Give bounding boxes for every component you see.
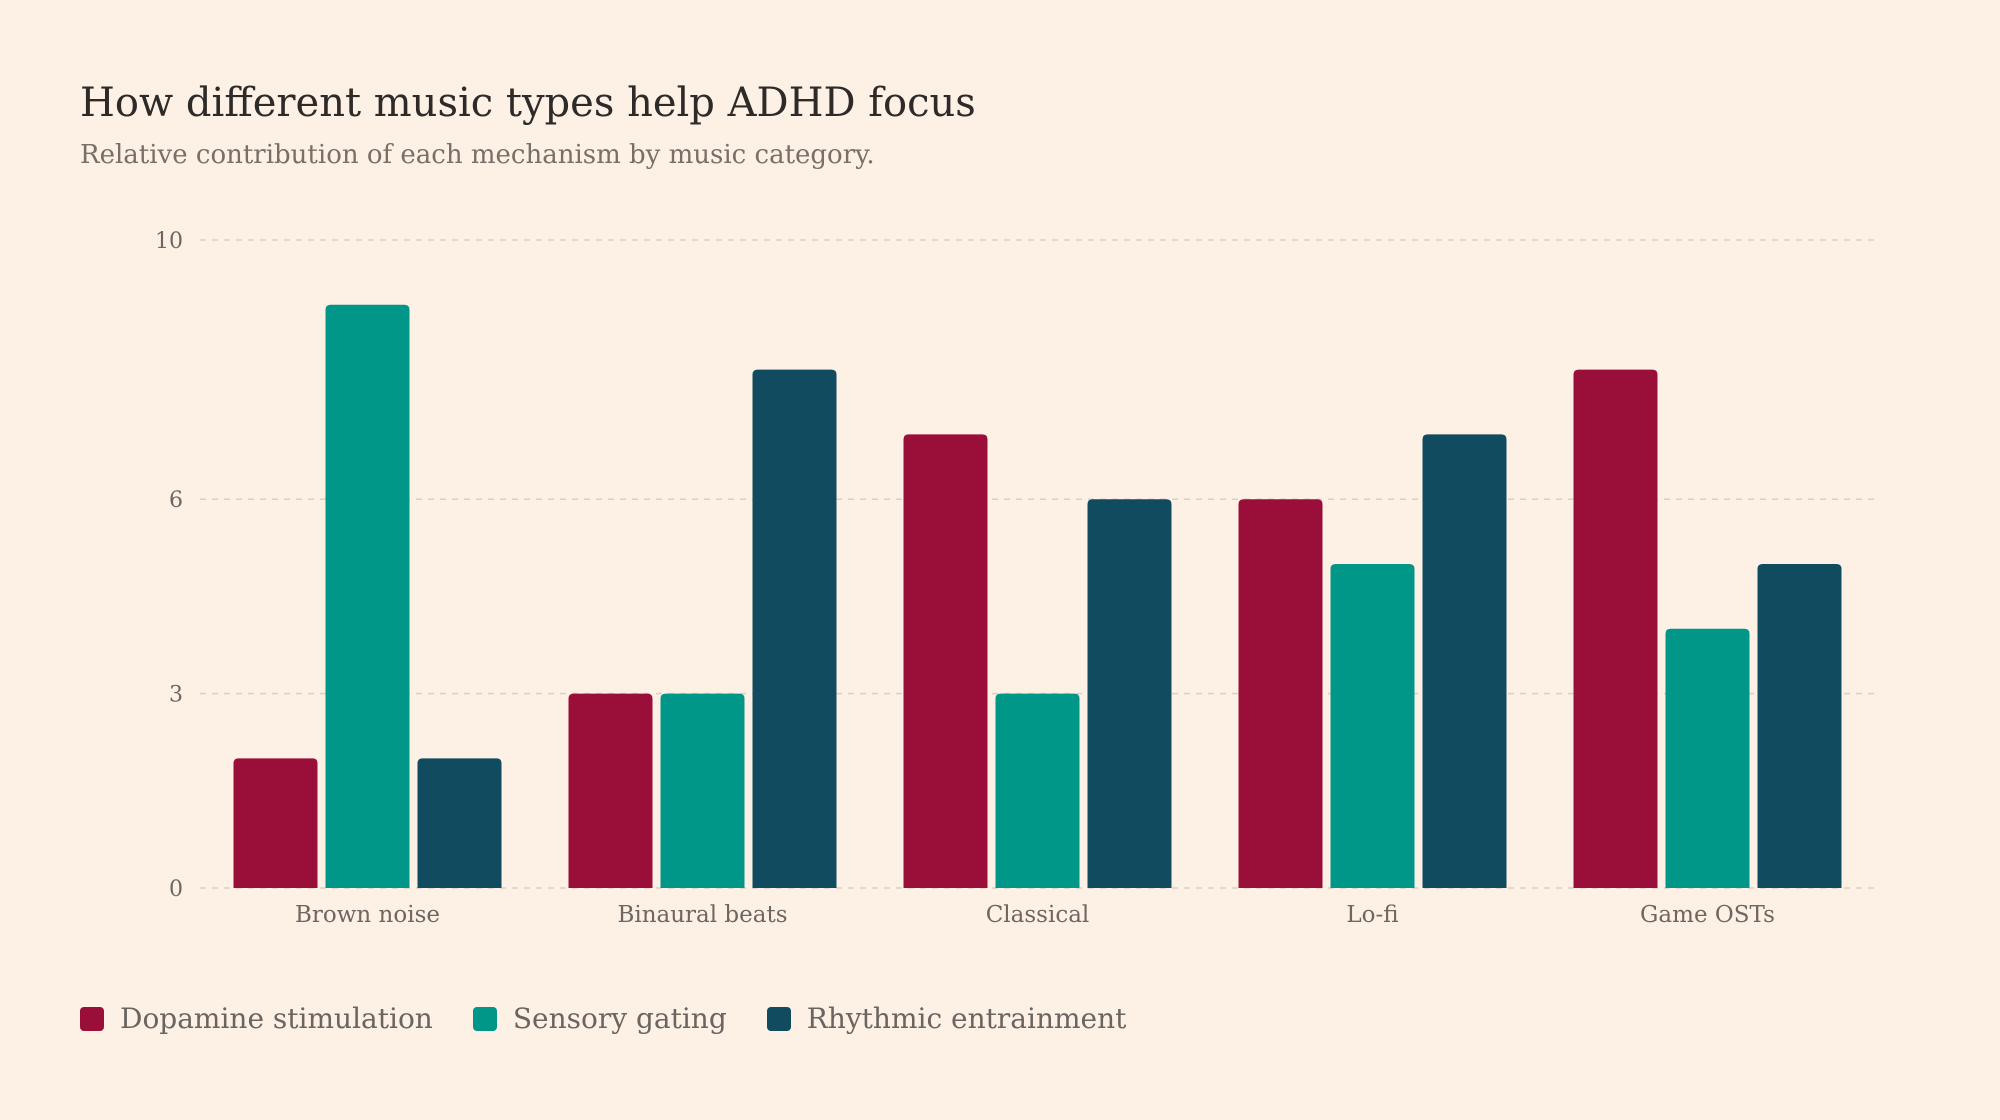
y-tick-label: 10 bbox=[155, 229, 183, 254]
legend-item: Sensory gating bbox=[472, 1002, 727, 1035]
bar bbox=[660, 693, 745, 888]
bar bbox=[1330, 564, 1415, 888]
x-tick-label: Binaural beats bbox=[617, 902, 787, 928]
legend-label: Rhythmic entrainment bbox=[806, 1002, 1127, 1035]
bar bbox=[325, 304, 410, 888]
legend-swatch bbox=[80, 1006, 104, 1031]
legend-swatch bbox=[472, 1006, 497, 1031]
bar bbox=[1238, 499, 1323, 888]
x-tick-label: Brown noise bbox=[295, 902, 440, 928]
y-tick-label: 3 bbox=[169, 683, 183, 708]
legend-item: Rhythmic entrainment bbox=[766, 1002, 1127, 1035]
bar bbox=[1757, 564, 1842, 888]
bar bbox=[903, 434, 988, 888]
y-tick-label: 0 bbox=[169, 877, 183, 902]
bar bbox=[752, 369, 837, 889]
bar bbox=[233, 758, 318, 888]
x-tick-label: Classical bbox=[986, 902, 1090, 928]
chart-subtitle: Relative contribution of each mechanism … bbox=[80, 140, 875, 170]
bar bbox=[1087, 499, 1172, 888]
bar bbox=[568, 693, 653, 888]
chart-legend: Dopamine stimulation Sensory gating Rhythm… bbox=[80, 1002, 1166, 1035]
legend-label: Sensory gating bbox=[512, 1002, 727, 1035]
y-tick-label: 6 bbox=[169, 488, 183, 513]
legend-item: Dopamine stimulation bbox=[80, 1002, 433, 1035]
x-tick-label: Lo-fi bbox=[1346, 902, 1398, 928]
bar bbox=[1422, 434, 1507, 888]
legend-swatch bbox=[766, 1006, 791, 1031]
legend-label: Dopamine stimulation bbox=[120, 1002, 433, 1035]
x-tick-label: Game OSTs bbox=[1640, 902, 1775, 928]
bar bbox=[1573, 369, 1658, 889]
bar bbox=[1665, 628, 1750, 888]
bar bbox=[995, 693, 1080, 888]
chart-title: How different music types help ADHD focu… bbox=[80, 80, 976, 126]
bar bbox=[417, 758, 502, 888]
